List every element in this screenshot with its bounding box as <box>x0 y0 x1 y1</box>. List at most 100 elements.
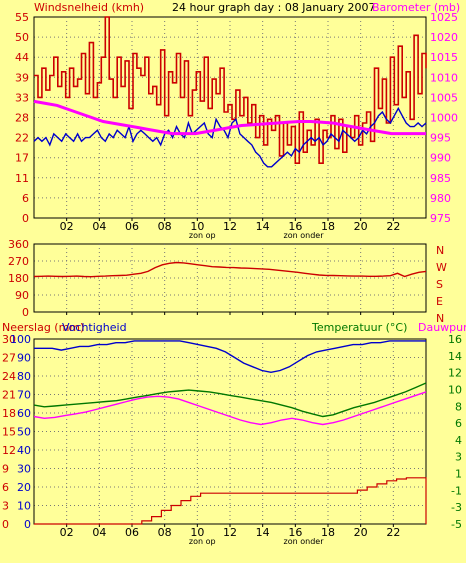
humidity-ytick-label: 20 <box>17 481 31 494</box>
barometer-ytick-label: 975 <box>430 212 451 225</box>
temperature-ytick-label: -5 <box>451 518 462 531</box>
rain-ytick-label: 21 <box>2 389 16 402</box>
temperature-ytick-label: 12 <box>448 367 462 380</box>
rain-ytick-label: 15 <box>2 426 16 439</box>
direction-ytick-label: 0 <box>22 306 29 319</box>
temperature-ytick-label: 14 <box>448 350 462 363</box>
temperature-ytick-label: -1 <box>451 484 462 497</box>
p3-xtick-label: 02 <box>60 526 74 539</box>
temperature-ytick-label: 3 <box>455 451 462 464</box>
dewpoint-line <box>33 391 427 426</box>
wind-average-line <box>33 106 427 168</box>
wind-barometer-panel: Windsnelheid (kmh) 24 hour graph day : 0… <box>15 1 460 240</box>
barometer-ytick-label: 1000 <box>430 112 458 125</box>
barometer-axis-title: Barometer (mb) <box>372 1 460 14</box>
p3-xtick-label: 12 <box>223 526 237 539</box>
rain-ytick-label: 30 <box>2 333 16 346</box>
barometer-ytick-label: 995 <box>430 132 451 145</box>
rain-ytick-label: 3 <box>2 500 9 513</box>
humidity-ytick-label: 80 <box>17 370 31 383</box>
rain-humidity-temperature-panel: Neerslag (mm) Vochtigheid Temperatuur (°… <box>2 321 466 546</box>
chart-title: 24 hour graph day : 08 January 2007 <box>172 1 376 14</box>
temperature-ytick-label: -3 <box>451 501 462 514</box>
direction-ytick-label: 270 <box>8 255 29 268</box>
humidity-ytick-label: 0 <box>24 518 31 531</box>
humidity-ytick-label: 90 <box>17 352 31 365</box>
wind-axis-title: Windsnelheid (kmh) <box>34 1 144 14</box>
p3-xtick-label: 20 <box>354 526 368 539</box>
p1-xtick-label: 18 <box>321 220 335 233</box>
p3-xtick-label: 14 <box>256 526 270 539</box>
compass-label: S <box>436 278 443 291</box>
p3-sunrise-label: zon op <box>189 537 216 546</box>
rain-ytick-label: 6 <box>2 481 9 494</box>
compass-label: N <box>436 244 444 257</box>
barometer-ytick-label: 990 <box>430 152 451 165</box>
barometer-ytick-label: 1010 <box>430 71 458 84</box>
temperature-ytick-label: 16 <box>448 333 462 346</box>
p1-xtick-label: 22 <box>386 220 400 233</box>
compass-label: N <box>436 312 444 325</box>
wind-direction-line <box>33 261 427 278</box>
humidity-ytick-label: 10 <box>17 500 31 513</box>
p3-xtick-label: 18 <box>321 526 335 539</box>
temperature-ytick-label: 1 <box>455 468 462 481</box>
temperature-axis-title: Temperatuur (°C) <box>311 321 407 334</box>
p3-xtick-label: 08 <box>158 526 172 539</box>
p1-sunset-label: zon onder <box>284 231 325 240</box>
humidity-ytick-label: 30 <box>17 463 31 476</box>
p1-xtick-label: 12 <box>223 220 237 233</box>
barometer-ytick-label: 1005 <box>430 91 458 104</box>
p1-xtick-label: 02 <box>60 220 74 233</box>
humidity-axis-title: Vochtigheid <box>62 321 127 334</box>
wind-ytick-label: 0 <box>22 212 29 225</box>
wind-ytick-label: 33 <box>15 91 29 104</box>
p1-xtick-label: 20 <box>354 220 368 233</box>
temperature-ytick-label: 4 <box>455 434 462 447</box>
wind-ytick-label: 50 <box>15 31 29 44</box>
rain-ytick-label: 18 <box>2 407 16 420</box>
compass-label: E <box>436 295 443 308</box>
p3-sunset-label: zon onder <box>284 537 325 546</box>
wind-speed-line <box>34 16 427 164</box>
p3-xtick-label: 04 <box>92 526 106 539</box>
p1-xtick-label: 06 <box>125 220 139 233</box>
p1-xtick-label: 08 <box>158 220 172 233</box>
humidity-ytick-label: 70 <box>17 389 31 402</box>
p3-xtick-label: 22 <box>386 526 400 539</box>
direction-ytick-label: 180 <box>8 272 29 285</box>
rain-ytick-label: 27 <box>2 352 16 365</box>
p3-xtick-label: 06 <box>125 526 139 539</box>
wind-ytick-label: 17 <box>15 152 29 165</box>
rain-axis-title: Neerslag (mm) <box>2 321 84 334</box>
barometer-ytick-label: 985 <box>430 172 451 185</box>
p1-xtick-label: 16 <box>288 220 302 233</box>
humidity-ytick-label: 40 <box>17 444 31 457</box>
direction-ytick-label: 90 <box>15 289 29 302</box>
p3-xtick-label: 10 <box>190 526 204 539</box>
temperature-ytick-label: 8 <box>455 400 462 413</box>
barometer-ytick-label: 1025 <box>430 11 458 24</box>
direction-ytick-label: 360 <box>8 238 29 251</box>
humidity-ytick-label: 60 <box>17 407 31 420</box>
wind-ytick-label: 39 <box>15 71 29 84</box>
humidity-line <box>34 340 426 374</box>
temperature-ytick-label: 10 <box>448 383 462 396</box>
rain-ytick-label: 24 <box>2 370 16 383</box>
rain-ytick-label: 12 <box>2 444 16 457</box>
rain-ytick-label: 9 <box>2 463 9 476</box>
barometer-line <box>33 99 426 136</box>
barometer-ytick-label: 1015 <box>430 51 458 64</box>
wind-ytick-label: 11 <box>15 172 29 185</box>
wind-ytick-label: 55 <box>15 11 29 24</box>
humidity-ytick-label: 50 <box>17 426 31 439</box>
wind-ytick-label: 28 <box>15 112 29 125</box>
barometer-ytick-label: 1020 <box>430 31 458 44</box>
compass-label: W <box>436 261 447 274</box>
barometer-ytick-label: 980 <box>430 192 451 205</box>
rainfall-line <box>34 477 427 525</box>
dewpoint-axis-title: Dauwpunt <box>418 321 466 334</box>
wind-ytick-label: 44 <box>15 51 29 64</box>
